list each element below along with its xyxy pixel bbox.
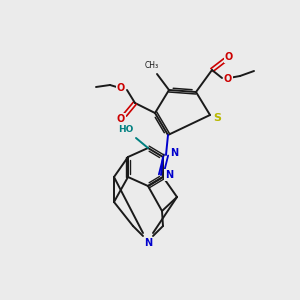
Text: HO: HO (118, 125, 134, 134)
Text: S: S (213, 113, 221, 123)
Text: O: O (117, 114, 125, 124)
Text: O: O (224, 74, 232, 84)
Text: CH₃: CH₃ (145, 61, 159, 70)
Text: O: O (117, 83, 125, 93)
Text: N: N (144, 238, 152, 248)
Text: O: O (225, 52, 233, 62)
Text: N: N (165, 170, 173, 180)
Text: N: N (170, 148, 178, 158)
